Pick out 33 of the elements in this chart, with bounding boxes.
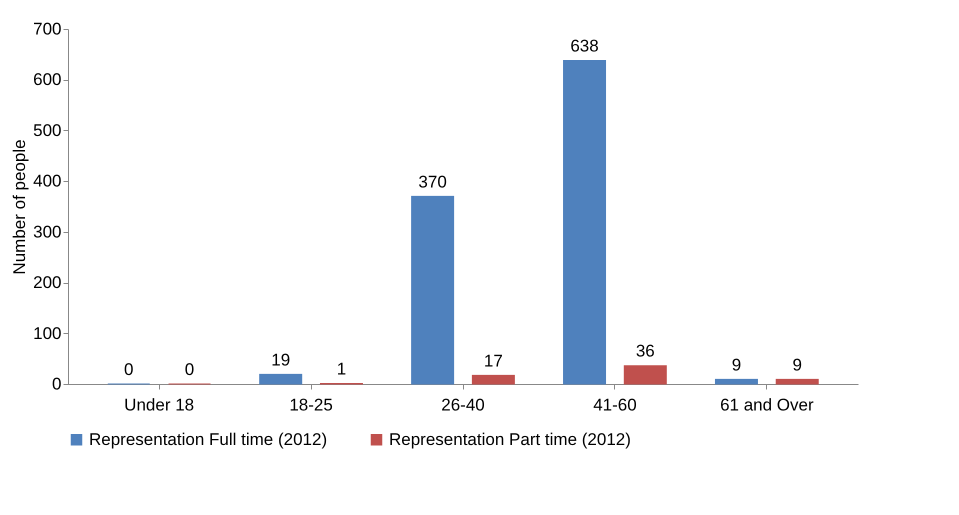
bar bbox=[259, 374, 302, 384]
x-tick-label: 18-25 bbox=[289, 396, 333, 414]
bar bbox=[472, 374, 515, 384]
legend-label: Representation Full time (2012) bbox=[89, 430, 328, 449]
y-tick-label: 700 bbox=[33, 20, 62, 38]
y-tick-label: 100 bbox=[33, 324, 62, 343]
y-tick-label: 300 bbox=[33, 222, 62, 242]
legend-label: Representation Part time (2012) bbox=[389, 430, 631, 449]
x-tick-label: 41-60 bbox=[593, 396, 637, 414]
data-label: 0 bbox=[184, 360, 194, 379]
y-tick-label: 400 bbox=[33, 172, 62, 191]
data-label: 19 bbox=[271, 350, 290, 370]
bar bbox=[563, 60, 606, 384]
data-label: 36 bbox=[636, 342, 655, 361]
data-label: 1 bbox=[336, 359, 346, 378]
x-tick-label: 61 and Over bbox=[720, 396, 814, 414]
data-label: 0 bbox=[124, 360, 134, 379]
y-axis-title: Number of people bbox=[10, 139, 30, 275]
data-label: 370 bbox=[418, 172, 447, 192]
data-label: 17 bbox=[484, 351, 503, 370]
bar bbox=[714, 378, 758, 384]
x-tick-label: 26-40 bbox=[441, 396, 485, 414]
y-tick-label: 600 bbox=[33, 70, 62, 90]
y-tick-label: 200 bbox=[33, 273, 62, 292]
data-label: 9 bbox=[792, 355, 802, 374]
y-tick-label: 500 bbox=[33, 120, 62, 140]
data-label: 638 bbox=[570, 36, 599, 56]
x-tick-label: Under 18 bbox=[124, 396, 194, 414]
data-label: 9 bbox=[732, 355, 742, 374]
bar bbox=[411, 196, 454, 384]
bar bbox=[624, 365, 667, 384]
bar bbox=[776, 378, 819, 384]
y-tick-label: 0 bbox=[52, 374, 62, 394]
